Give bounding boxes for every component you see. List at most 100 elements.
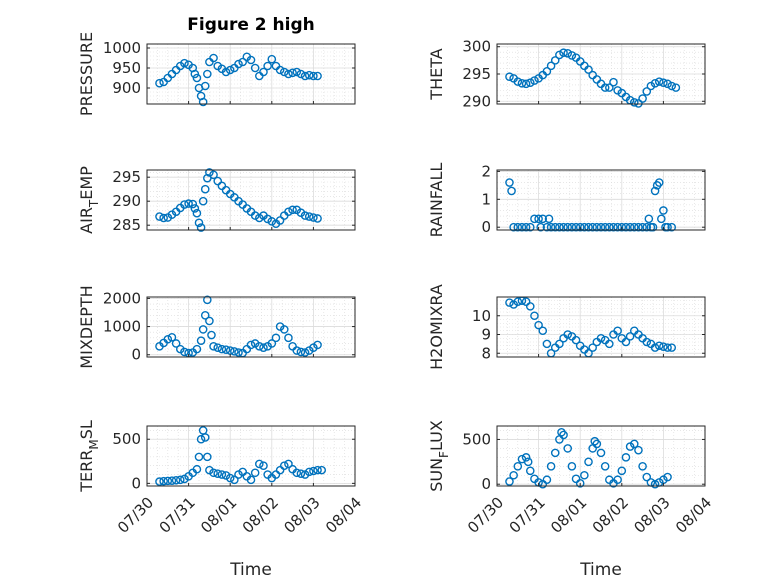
data-point xyxy=(629,439,639,449)
data-point xyxy=(213,176,223,186)
data-point xyxy=(642,472,652,482)
data-point xyxy=(200,184,210,194)
y-tick-label: 8 xyxy=(481,344,491,362)
data-point xyxy=(542,66,552,76)
data-point xyxy=(534,214,543,224)
data-point xyxy=(580,470,589,480)
data-point xyxy=(259,461,268,471)
data-point xyxy=(571,335,581,345)
data-point xyxy=(563,222,573,232)
y-tick-label: 900 xyxy=(112,79,141,97)
data-point xyxy=(546,61,556,71)
y-axis-label: TERRMSL xyxy=(77,420,101,493)
x-tick-label: 07/31 xyxy=(156,494,199,537)
data-point xyxy=(279,325,289,334)
data-point xyxy=(180,58,189,68)
data-point xyxy=(313,465,322,475)
data-point xyxy=(575,222,585,232)
data-point xyxy=(550,222,560,232)
data-point xyxy=(221,345,231,354)
data-point xyxy=(198,97,208,107)
data-point xyxy=(255,459,264,469)
data-point xyxy=(196,223,206,232)
data-point xyxy=(600,83,610,92)
data-point xyxy=(567,461,577,471)
data-point xyxy=(513,461,523,471)
data-point xyxy=(584,222,593,232)
data-point xyxy=(275,216,285,225)
data-point xyxy=(555,50,564,60)
data-point xyxy=(521,222,531,232)
data-point xyxy=(634,445,643,455)
y-axis-label: AIRTEMP xyxy=(77,166,101,234)
data-point xyxy=(580,222,589,232)
data-point xyxy=(221,67,231,77)
data-point xyxy=(225,473,235,483)
data-point xyxy=(300,348,310,357)
x-tick-label: 08/03 xyxy=(630,494,673,537)
data-point xyxy=(650,186,660,196)
y-axis-label: MIXDEPTH xyxy=(77,285,96,368)
data-point xyxy=(163,476,173,486)
data-point xyxy=(605,83,614,92)
data-point xyxy=(313,340,322,350)
data-point xyxy=(167,476,177,486)
data-point xyxy=(659,78,668,88)
data-point xyxy=(155,212,164,221)
data-point xyxy=(198,196,208,206)
data-point xyxy=(207,330,216,340)
data-point xyxy=(659,206,668,215)
data-point xyxy=(259,67,268,77)
x-tick-label: 08/02 xyxy=(589,494,632,537)
data-point xyxy=(654,178,664,187)
data-point xyxy=(592,439,602,449)
data-point xyxy=(625,222,635,232)
data-point xyxy=(671,83,681,92)
data-point xyxy=(203,452,212,462)
data-point xyxy=(517,78,527,88)
data-point xyxy=(203,69,212,79)
data-point xyxy=(246,475,256,485)
data-point xyxy=(196,434,206,444)
data-point xyxy=(163,334,173,344)
data-point xyxy=(217,344,227,354)
data-point xyxy=(521,453,531,462)
data-point xyxy=(194,452,204,462)
data-point xyxy=(313,71,322,81)
data-point xyxy=(196,336,206,345)
y-axis-label: H2OMIXRA xyxy=(427,284,446,370)
data-point xyxy=(246,55,256,65)
data-point xyxy=(180,347,189,357)
data-point xyxy=(667,81,677,91)
data-point xyxy=(596,333,606,343)
y-tick-label: 0 xyxy=(131,474,141,492)
x-tick-label: 08/01 xyxy=(547,494,590,537)
data-point xyxy=(621,222,631,232)
panel-mixdepth: 0 1000 2000 MIXDEPTH xyxy=(77,285,356,369)
y-tick-label: 300 xyxy=(462,38,491,56)
data-point xyxy=(563,330,573,339)
data-point xyxy=(296,69,306,79)
data-point xyxy=(190,204,200,213)
y-tick-label: 290 xyxy=(112,192,141,210)
data-point xyxy=(296,347,306,357)
y-axis-label: PRESSURE xyxy=(77,32,96,116)
axes-box xyxy=(146,169,356,231)
data-point xyxy=(596,448,606,458)
y-tick-label: 0 xyxy=(481,218,491,236)
data-point xyxy=(192,464,202,474)
y-tick-label: 295 xyxy=(112,168,141,186)
y-tick-label: 950 xyxy=(112,59,141,77)
y-tick-label: 295 xyxy=(462,65,491,83)
data-point xyxy=(209,53,218,63)
axes-box xyxy=(146,425,356,487)
x-tick-label: 08/04 xyxy=(322,494,365,537)
data-point xyxy=(567,222,577,232)
data-point xyxy=(571,222,581,232)
data-point xyxy=(650,479,660,489)
data-point xyxy=(605,339,614,349)
data-point xyxy=(288,205,297,215)
x-tick-label: 07/30 xyxy=(114,494,157,537)
data-point xyxy=(209,341,218,351)
